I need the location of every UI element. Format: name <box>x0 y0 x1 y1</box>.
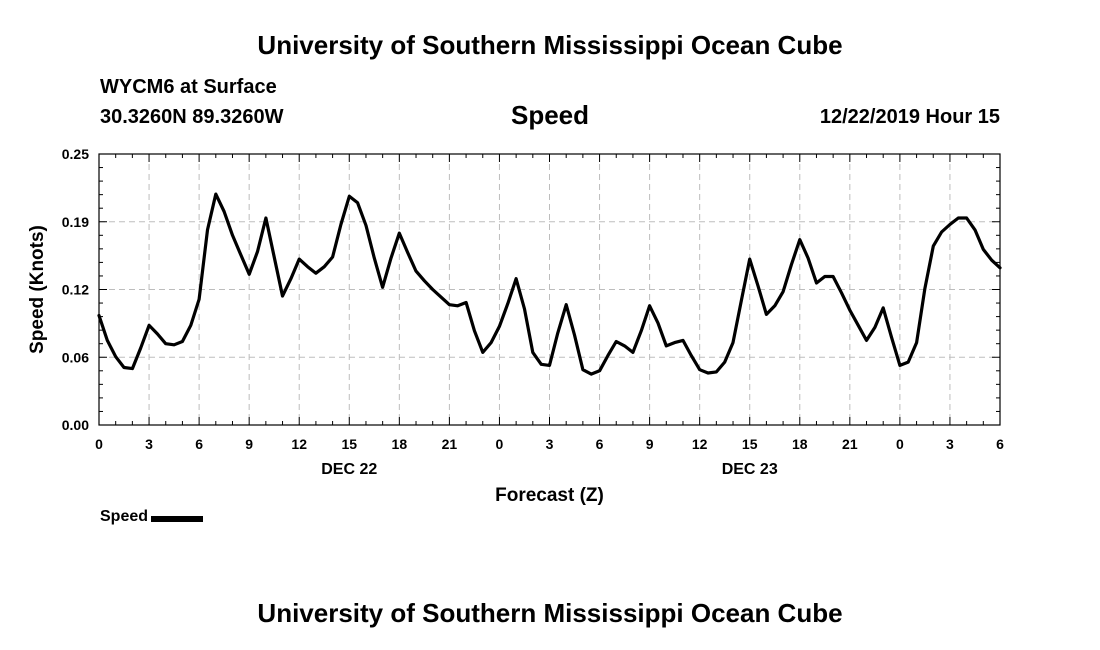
x-tick-label: 6 <box>996 436 1004 452</box>
x-tick-label: 18 <box>392 436 408 452</box>
x-tick-label: 15 <box>341 436 357 452</box>
x-tick-label: 6 <box>596 436 604 452</box>
x-tick-label: 6 <box>195 436 203 452</box>
y-tick-label: 0.00 <box>62 417 89 433</box>
x-tick-label: 12 <box>291 436 307 452</box>
x-tick-label: 21 <box>442 436 458 452</box>
x-axis-label: Forecast (Z) <box>495 485 604 506</box>
y-tick-label: 0.12 <box>62 282 89 298</box>
forecast-datetime: 12/22/2019 Hour 15 <box>819 106 1000 128</box>
date-label: DEC 23 <box>722 461 778 478</box>
x-tick-label: 9 <box>646 436 654 452</box>
speed-series-line <box>97 192 1002 376</box>
x-tick-label: 0 <box>496 436 504 452</box>
x-tick-label: 21 <box>842 436 858 452</box>
x-tick-label: 15 <box>742 436 758 452</box>
x-tick-label: 0 <box>896 436 904 452</box>
y-axis-label: Speed (Knots) <box>27 225 48 354</box>
y-tick-label: 0.06 <box>62 349 89 365</box>
x-tick-label: 12 <box>692 436 708 452</box>
date-label: DEC 22 <box>321 461 377 478</box>
x-tick-label: 18 <box>792 436 808 452</box>
chart-title-top: University of Southern Mississippi Ocean… <box>257 30 843 60</box>
x-tick-label: 3 <box>946 436 954 452</box>
legend-line-swatch <box>151 515 204 522</box>
legend: Speed <box>100 508 204 526</box>
chart-title-bottom: University of Southern Mississippi Ocean… <box>257 598 843 628</box>
variable-title: Speed <box>510 100 590 130</box>
x-tick-label: 0 <box>95 436 103 452</box>
y-tick-label: 0.25 <box>62 146 89 162</box>
x-tick-label: 3 <box>546 436 554 452</box>
legend-label: Speed <box>100 508 149 525</box>
x-tick-label: 3 <box>145 436 153 452</box>
station-label: WYCM6 at Surface <box>100 76 277 98</box>
coordinates-label: 30.3260N 89.3260W <box>100 106 284 128</box>
plot-frame <box>98 153 1001 426</box>
y-tick-label: 0.19 <box>62 214 89 230</box>
x-tick-label: 9 <box>245 436 253 452</box>
